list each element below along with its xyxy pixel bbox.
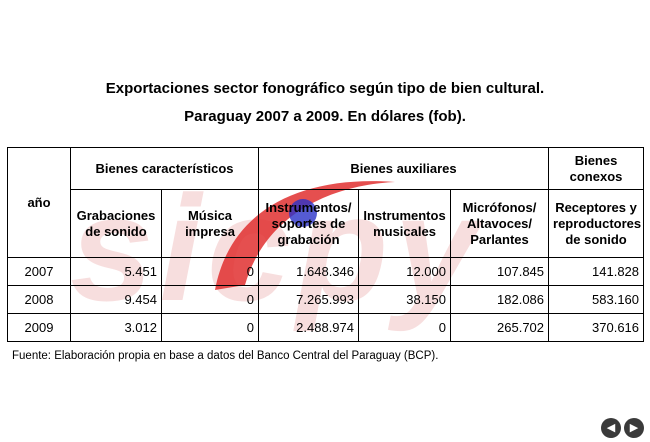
table-cell: 107.845 bbox=[449, 257, 550, 286]
exports-table: año Bienes característicos Bienes auxili… bbox=[7, 147, 645, 342]
table-cell: 265.702 bbox=[449, 313, 550, 342]
table-row: 2007 5.451 0 1.648.346 12.000 107.845 14… bbox=[7, 257, 645, 286]
table-cell: 0 bbox=[358, 313, 451, 342]
row-year: 2007 bbox=[7, 257, 71, 286]
title-line-2: Paraguay 2007 a 2009. En dólares (fob). bbox=[184, 108, 466, 125]
table-cell: 182.086 bbox=[449, 285, 550, 314]
table-cell: 9.454 bbox=[70, 285, 162, 314]
source-note: Fuente: Elaboración propia en base a dat… bbox=[12, 350, 439, 362]
header-group-conexos: Bienes conexos bbox=[548, 147, 645, 190]
header-col-grabaciones: Grabaciones de sonido bbox=[70, 189, 162, 258]
table-cell: 7.265.993 bbox=[258, 285, 359, 314]
header-col-soportes: Instrumentos/ soportes de grabación bbox=[258, 189, 359, 258]
row-year: 2009 bbox=[7, 313, 71, 342]
table-cell: 38.150 bbox=[358, 285, 451, 314]
table-cell: 5.451 bbox=[70, 257, 162, 286]
header-group-auxiliares: Bienes auxiliares bbox=[257, 147, 550, 190]
header-col-musica: Música impresa bbox=[161, 189, 259, 258]
table-cell: 3.012 bbox=[70, 313, 162, 342]
table-cell: 370.616 bbox=[548, 313, 645, 342]
header-year: año bbox=[7, 147, 71, 258]
header-col-instrumentos: Instrumentos musicales bbox=[358, 189, 451, 258]
header-col-microfonos: Micrófonos/ Altavoces/ Parlantes bbox=[449, 189, 550, 258]
table-cell: 1.648.346 bbox=[258, 257, 359, 286]
table-row: 2008 9.454 0 7.265.993 38.150 182.086 58… bbox=[7, 285, 645, 314]
arrow-left-icon[interactable]: ◀ bbox=[601, 418, 621, 438]
arrow-right-icon[interactable]: ▶ bbox=[624, 418, 644, 438]
table-cell: 2.488.974 bbox=[258, 313, 359, 342]
header-col-receptores: Receptores y reproductores de sonido bbox=[548, 189, 645, 258]
table-cell: 0 bbox=[161, 285, 259, 314]
row-year: 2008 bbox=[7, 285, 71, 314]
table-cell: 0 bbox=[161, 257, 259, 286]
header-group-caracteristicos: Bienes característicos bbox=[70, 147, 259, 190]
table-row: 2009 3.012 0 2.488.974 0 265.702 370.616 bbox=[7, 313, 645, 342]
title-line-1: Exportaciones sector fonográfico según t… bbox=[105, 80, 545, 97]
table-cell: 583.160 bbox=[548, 285, 645, 314]
table-cell: 141.828 bbox=[548, 257, 645, 286]
table-cell: 12.000 bbox=[358, 257, 451, 286]
table-cell: 0 bbox=[161, 313, 259, 342]
